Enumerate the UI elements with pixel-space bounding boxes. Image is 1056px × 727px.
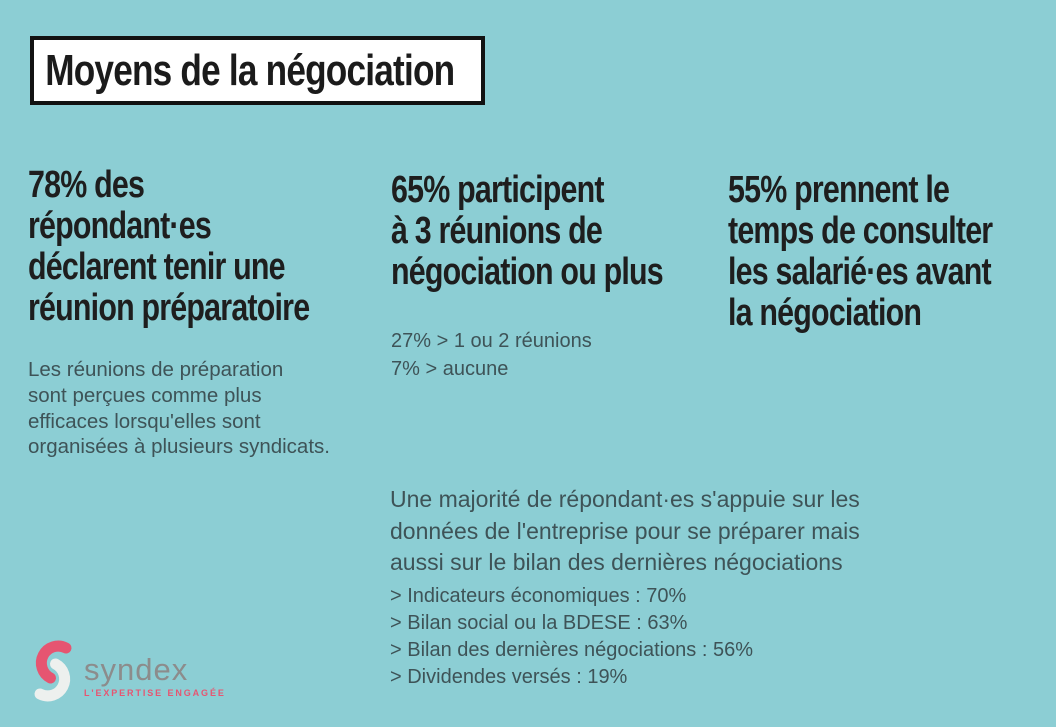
stat-heading-65: 65% participent à 3 réunions de négociat… [391,169,664,294]
stat-note-78: Les réunions de préparation sont perçues… [28,358,330,459]
logo-tagline: L'EXPERTISE ENGAGÉE [84,688,226,698]
stat-column-preparatory-meeting: 78% des répondant·es déclarent tenir une… [28,164,448,330]
stat-heading-55: 55% prennent le temps de consulter les s… [728,169,993,335]
stat-column-consult-employees: 55% prennent le temps de consulter les s… [728,169,1056,335]
summary-block: Une majorité de répondant·es s'appuie su… [390,484,1030,691]
syndex-logo: syndex L'EXPERTISE ENGAGÉE [28,636,226,706]
page-title: Moyens de la négociation [45,45,455,95]
title-box: Moyens de la négociation [30,36,485,105]
summary-intro: Une majorité de répondant·es s'appuie su… [390,486,860,575]
stat-heading-78: 78% des répondant·es déclarent tenir une… [28,164,310,330]
summary-item-list: > Indicateurs économiques : 70% > Bilan … [390,584,754,689]
stat-column-meetings-count: 65% participent à 3 réunions de négociat… [391,169,811,294]
syndex-s-icon [34,640,72,702]
logo-text: syndex L'EXPERTISE ENGAGÉE [84,636,226,698]
stat-note-65: 27% > 1 ou 2 réunions 7% > aucune [391,330,592,380]
logo-wordmark: syndex [84,652,189,687]
